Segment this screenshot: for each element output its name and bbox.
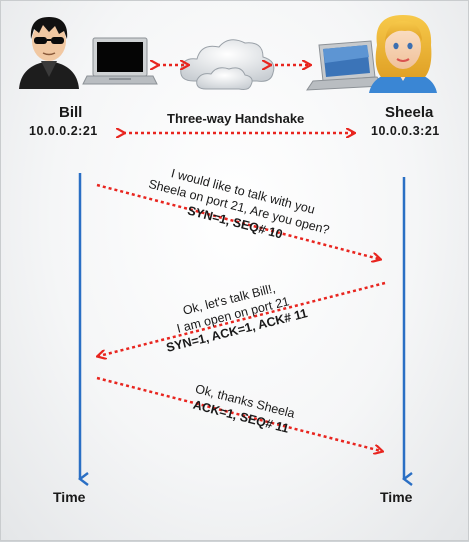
right-host-name: Sheela: [385, 104, 434, 121]
right-time-label: Time: [380, 489, 413, 505]
cloud-icon: [180, 39, 275, 90]
handshake-label: Three-way Handshake: [167, 111, 305, 126]
laptop-icon: [82, 37, 158, 85]
laptop-icon: [306, 40, 384, 91]
syn-arrow: [96, 183, 379, 259]
left-host-address: 10.0.0.2:21: [29, 124, 98, 138]
woman-avatar-icon: [369, 15, 437, 93]
left-time-label: Time: [53, 489, 86, 505]
hacker-avatar-icon: [19, 17, 79, 89]
left-host-name: Bill: [59, 104, 83, 121]
right-host-address: 10.0.0.3:21: [371, 124, 440, 138]
ack-arrow: [96, 376, 381, 451]
syn-ack-arrow: [99, 281, 386, 356]
